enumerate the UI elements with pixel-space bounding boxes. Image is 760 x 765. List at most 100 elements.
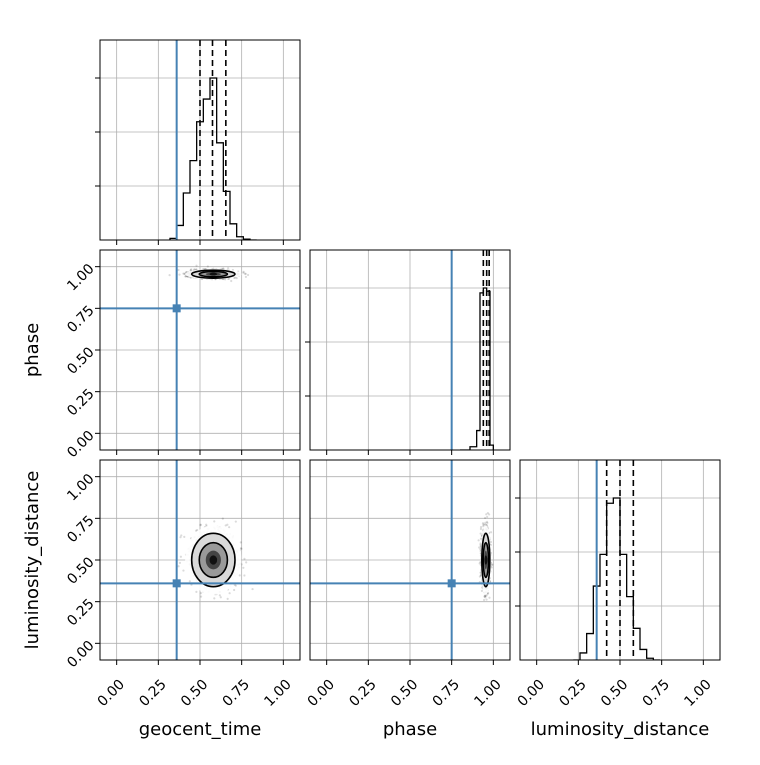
x-axis-label-phase: phase — [383, 719, 437, 740]
sample-point — [243, 557, 246, 560]
sample-point — [479, 526, 483, 529]
y-tick-label: 0.50 — [64, 554, 97, 587]
sample-point — [226, 267, 230, 270]
sample-point — [213, 520, 216, 523]
density-level-4 — [209, 272, 218, 276]
sample-point — [195, 264, 198, 267]
sample-point — [219, 596, 222, 599]
sample-point — [168, 274, 171, 277]
x-axis-label-geocent_time: geocent_time — [139, 719, 262, 740]
sample-point — [224, 524, 227, 527]
x-tick-label: 0.25 — [136, 677, 169, 710]
y-tick-label: 0.00 — [64, 428, 97, 461]
panel-grid — [100, 460, 300, 660]
sample-point — [235, 277, 238, 280]
sample-point — [233, 588, 236, 592]
sample-point — [243, 272, 247, 275]
sample-point — [178, 273, 181, 276]
x-tick-label: 0.00 — [515, 677, 548, 710]
sample-point — [481, 522, 485, 525]
panel-grid — [100, 250, 300, 450]
sample-point — [199, 523, 202, 526]
sample-point — [484, 516, 487, 520]
sample-point — [483, 595, 486, 598]
sample-point — [488, 513, 491, 516]
sample-point — [188, 580, 191, 583]
sample-point — [226, 597, 229, 600]
sample-point — [244, 272, 247, 275]
contour-1 — [482, 541, 490, 579]
sample-point — [199, 595, 203, 598]
sample-point — [480, 589, 484, 592]
sample-point — [233, 583, 236, 587]
x-tick-label: 1.00 — [681, 677, 714, 710]
sample-point — [479, 527, 483, 531]
sample-point — [230, 279, 233, 283]
density-level-4 — [209, 555, 218, 565]
contour-0 — [190, 532, 236, 588]
sample-point — [483, 595, 486, 598]
sample-point — [194, 529, 198, 532]
sample-cloud — [477, 512, 494, 602]
sample-point — [490, 563, 494, 566]
x-tick-label: 0.25 — [556, 677, 589, 710]
sample-point — [484, 523, 487, 526]
y-tick-label: 1.00 — [64, 261, 97, 294]
sample-point — [234, 520, 237, 523]
sample-point — [479, 548, 482, 551]
sample-point — [242, 271, 245, 274]
sample-point — [182, 272, 185, 275]
sample-point — [226, 523, 229, 526]
sample-point — [489, 540, 493, 544]
sample-point — [199, 592, 203, 595]
x-axis-label-luminosity_distance: luminosity_distance — [531, 719, 710, 740]
sample-point — [196, 528, 199, 532]
sample-point — [484, 594, 487, 598]
sample-point — [195, 590, 198, 593]
sample-point — [488, 596, 491, 599]
sample-point — [484, 521, 487, 524]
sample-point — [228, 526, 231, 529]
y-axis-label-phase: phase — [22, 323, 43, 377]
truth-marker — [172, 304, 181, 313]
sample-point — [489, 531, 493, 534]
contour-1 — [198, 270, 229, 278]
sample-point — [213, 597, 216, 600]
sample-point — [478, 562, 481, 565]
sample-point — [199, 524, 202, 527]
sample-point — [183, 272, 186, 275]
x-tick-label: 0.25 — [346, 677, 379, 710]
sample-point — [478, 546, 481, 549]
sample-point — [218, 594, 221, 597]
sample-point — [228, 592, 231, 595]
sample-point — [243, 574, 246, 577]
contour-0 — [190, 269, 236, 279]
sample-point — [479, 532, 482, 535]
y-axis-label-luminosity_distance: luminosity_distance — [22, 471, 43, 650]
y-tick-label: 1.00 — [64, 471, 97, 504]
panel-luminosity_distance-phase — [309, 459, 511, 665]
sample-point — [479, 537, 483, 540]
panel-luminosity_distance-luminosity_distance — [515, 459, 721, 665]
sample-point — [206, 265, 209, 268]
y-tick-label: 0.25 — [64, 596, 97, 629]
sample-point — [183, 535, 186, 538]
sample-point — [239, 541, 242, 544]
sample-point — [479, 542, 482, 545]
sample-point — [482, 598, 486, 602]
x-tick-label: 0.00 — [305, 677, 338, 710]
x-tick-label: 0.50 — [598, 677, 631, 710]
sample-point — [479, 543, 482, 547]
sample-point — [490, 566, 493, 569]
x-tick-label: 0.00 — [95, 677, 128, 710]
contour-0 — [481, 532, 491, 588]
y-tick-label: 0.50 — [64, 344, 97, 377]
x-tick-label: 0.50 — [388, 677, 421, 710]
sample-point — [238, 574, 241, 577]
sample-point — [483, 523, 486, 526]
sample-point — [221, 517, 224, 520]
x-tick-label: 1.00 — [471, 677, 504, 710]
histogram-geocent_time — [169, 77, 257, 240]
